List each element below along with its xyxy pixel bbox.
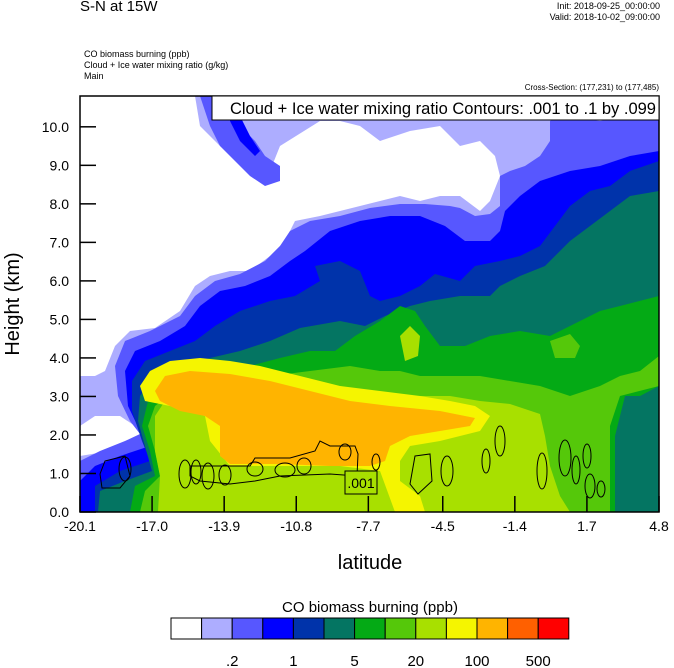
level-0 (80, 96, 500, 376)
field-name-cloud: Cloud + Ice water mixing ratio (g/kg) (84, 60, 229, 70)
cloud-contours (99, 425, 606, 499)
field-name-main: Main (84, 71, 104, 81)
y-tick-label: 6.0 (50, 273, 70, 289)
y-tick-label: 7.0 (50, 234, 70, 250)
colorbar-label: 20 (407, 653, 424, 668)
x-tick-label: -1.4 (503, 518, 527, 534)
chart-title: Cloud + Ice water mixing ratio Contours:… (230, 100, 656, 118)
x-tick-label: -10.8 (280, 518, 312, 534)
x-tick-label: 1.7 (577, 518, 597, 534)
level-10 (155, 371, 475, 466)
valid-time: Valid: 2018-10-02_09:00:00 (549, 12, 660, 22)
x-tick-label: -7.7 (356, 518, 380, 534)
colorbar-swatch (507, 617, 539, 640)
y-tick-label: 1.0 (50, 465, 70, 481)
contour-label-box (344, 470, 378, 495)
colorbar-label: 5 (350, 653, 358, 668)
colorbar-swatch (323, 617, 356, 640)
colorbar-swatch (354, 617, 386, 640)
title-box (211, 95, 660, 121)
colorbar: .2 1 5 20 100 500 (170, 617, 570, 668)
colorbar-swatch (292, 617, 325, 640)
level-8 (400, 326, 420, 361)
y-tick-label: 2.0 (50, 427, 70, 443)
y-tick-label: 9.0 (50, 157, 70, 173)
colorbar-swatch (384, 617, 417, 640)
x-tick-label: -13.9 (208, 518, 240, 534)
y-tick-label: 8.0 (50, 196, 70, 212)
init-time: Init: 2018-09-25_00:00:00 (556, 1, 660, 11)
contour-label: .001 (347, 475, 374, 491)
colorbar-label: 1 (289, 653, 297, 668)
x-tick-label: -17.0 (136, 518, 168, 534)
plot-title: S-N at 15W (80, 0, 158, 15)
x-tick-label: -20.1 (64, 518, 96, 534)
x-tick-label: 4.8 (649, 518, 669, 534)
x-tick-label: -4.5 (431, 518, 455, 534)
colorbar-label: 100 (464, 653, 489, 668)
field-name-co: CO biomass burning (ppb) (84, 49, 190, 59)
colorbar-swatch (415, 617, 447, 640)
y-tick-label: 0.0 (50, 504, 70, 520)
colorbar-swatch (231, 617, 264, 640)
y-tick-label: 5.0 (50, 311, 70, 327)
y-tick-label: 4.0 (50, 350, 70, 366)
colorbar-swatch (201, 617, 233, 640)
colorbar-swatch (170, 617, 203, 640)
colorbar-label: .2 (226, 653, 239, 668)
y-tick-label: 10.0 (42, 119, 69, 135)
level-7 (550, 334, 580, 358)
plot-area: .001 -20.1 -17.0 -13.9 -10.8 -7.7 -4.5 -1.4 1.7… (42, 95, 669, 534)
colorbar-swatch (537, 617, 570, 640)
x-axis-label: latitude (338, 552, 403, 574)
y-tick-label: 3.0 (50, 388, 70, 404)
colorbar-swatch (476, 617, 509, 640)
y-axis-label: Height (km) (2, 252, 24, 355)
colorbar-swatch (445, 617, 478, 640)
colorbar-title: CO biomass burning (ppb) (282, 599, 458, 616)
cross-section-label: Cross-Section: (177,231) to (177,485) (524, 83, 659, 92)
colorbar-label: 500 (526, 653, 551, 668)
colorbar-swatch (262, 617, 294, 640)
